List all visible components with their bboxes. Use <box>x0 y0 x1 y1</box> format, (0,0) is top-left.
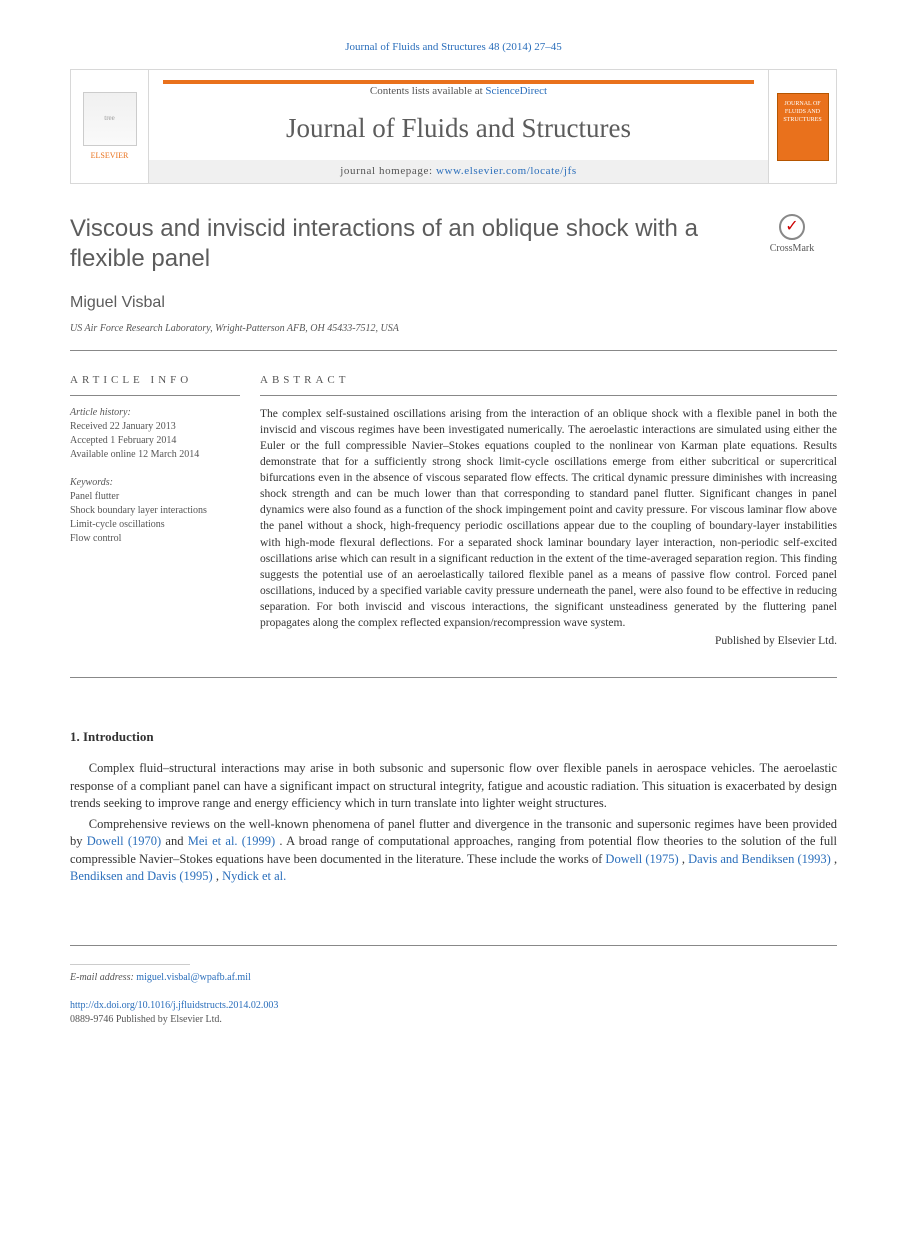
cover-thumbnail: JOURNAL OF FLUIDS AND STRUCTURES <box>777 93 829 161</box>
doi-link[interactable]: http://dx.doi.org/10.1016/j.jfluidstruct… <box>70 1000 278 1011</box>
citation-line: Journal of Fluids and Structures 48 (201… <box>70 40 837 55</box>
info-abstract-row: ARTICLE INFO Article history: Received 2… <box>70 373 837 678</box>
footer-separator <box>70 964 190 965</box>
homepage-prefix: journal homepage: <box>340 165 436 177</box>
article-info-column: ARTICLE INFO Article history: Received 2… <box>70 373 260 649</box>
received-date: Received 22 January 2013 <box>70 420 240 434</box>
crossmark-badge[interactable]: ✓ CrossMark <box>747 214 837 256</box>
crossmark-icon: ✓ <box>779 214 805 240</box>
journal-name: Journal of Fluids and Structures <box>163 110 754 148</box>
keyword-item: Limit-cycle oscillations <box>70 518 240 532</box>
citation-link[interactable]: Davis and Bendiksen (1993) <box>688 852 831 866</box>
page-footer: E-mail address: miguel.visbal@wpafb.af.m… <box>70 945 837 1027</box>
citation-link[interactable]: Mei et al. (1999) <box>188 834 275 848</box>
keywords-block: Keywords: Panel flutter Shock boundary l… <box>70 476 240 546</box>
article-history-block: Article history: Received 22 January 201… <box>70 406 240 462</box>
title-row: Viscous and inviscid interactions of an … <box>70 214 837 274</box>
contents-line: Contents lists available at ScienceDirec… <box>163 84 754 99</box>
header-center: Contents lists available at ScienceDirec… <box>149 70 768 183</box>
section-heading-introduction: 1. Introduction <box>70 728 837 746</box>
abstract-heading: ABSTRACT <box>260 373 837 395</box>
accepted-date: Accepted 1 February 2014 <box>70 434 240 448</box>
citation-link[interactable]: Dowell (1970) <box>87 834 161 848</box>
author-list: Miguel Visbal <box>70 292 837 314</box>
text-run: and <box>165 834 187 848</box>
homepage-link[interactable]: www.elsevier.com/locate/jfs <box>436 165 577 177</box>
keyword-item: Panel flutter <box>70 490 240 504</box>
body-paragraph: Comprehensive reviews on the well-known … <box>70 816 837 885</box>
email-label: E-mail address: <box>70 972 136 983</box>
keyword-item: Shock boundary layer interactions <box>70 504 240 518</box>
elsevier-tree-icon: tree <box>83 92 137 146</box>
citation-link[interactable]: Dowell (1975) <box>605 852 678 866</box>
history-label: Article history: <box>70 406 240 420</box>
article-title: Viscous and inviscid interactions of an … <box>70 214 747 274</box>
sciencedirect-link[interactable]: ScienceDirect <box>485 85 547 97</box>
citation-link[interactable]: Bendiksen and Davis (1995) <box>70 869 213 883</box>
keyword-item: Flow control <box>70 532 240 546</box>
keywords-label: Keywords: <box>70 476 240 490</box>
email-line: E-mail address: miguel.visbal@wpafb.af.m… <box>70 971 837 985</box>
crossmark-label: CrossMark <box>770 242 814 256</box>
citation-link[interactable]: Nydick et al. <box>222 869 286 883</box>
text-run: , <box>834 852 837 866</box>
body-paragraph: Complex fluid–structural interactions ma… <box>70 760 837 812</box>
article-info-heading: ARTICLE INFO <box>70 373 240 395</box>
homepage-line: journal homepage: www.elsevier.com/locat… <box>149 160 768 183</box>
publisher-name: ELSEVIER <box>91 150 129 161</box>
affiliation: US Air Force Research Laboratory, Wright… <box>70 322 837 351</box>
journal-header: tree ELSEVIER Contents lists available a… <box>70 69 837 184</box>
publisher-line: Published by Elsevier Ltd. <box>260 633 837 649</box>
author-email-link[interactable]: miguel.visbal@wpafb.af.mil <box>136 972 250 983</box>
abstract-column: ABSTRACT The complex self-sustained osci… <box>260 373 837 649</box>
publisher-logo: tree ELSEVIER <box>71 70 149 183</box>
issn-line: 0889-9746 Published by Elsevier Ltd. <box>70 1013 837 1027</box>
doi-line: http://dx.doi.org/10.1016/j.jfluidstruct… <box>70 999 837 1013</box>
journal-cover: JOURNAL OF FLUIDS AND STRUCTURES <box>768 70 836 183</box>
contents-prefix: Contents lists available at <box>370 85 485 97</box>
online-date: Available online 12 March 2014 <box>70 448 240 462</box>
abstract-text: The complex self-sustained oscillations … <box>260 406 837 631</box>
